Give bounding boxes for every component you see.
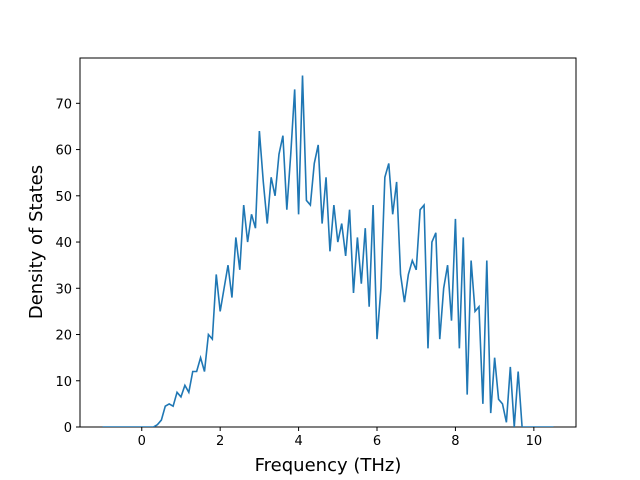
- y-tick-label: 50: [55, 190, 72, 205]
- data-line: [102, 75, 554, 427]
- x-tick-label: 0: [138, 434, 146, 449]
- x-tick-label: 6: [373, 434, 381, 449]
- plot-frame: [79, 57, 577, 428]
- y-tick-label: 20: [55, 329, 72, 344]
- y-tick-label: 60: [55, 144, 72, 159]
- y-tick-label: 40: [55, 236, 72, 251]
- x-tick-label: 10: [526, 434, 543, 449]
- y-tick-label: 10: [55, 375, 72, 390]
- y-tick-label: 70: [55, 97, 72, 112]
- y-tick-label: 0: [64, 421, 72, 436]
- x-tick-label: 2: [216, 434, 224, 449]
- y-axis-label: Density of States: [26, 165, 47, 319]
- x-tick-label: 4: [294, 434, 302, 449]
- x-axis-label: Frequency (THz): [255, 455, 402, 476]
- y-tick-label: 30: [55, 282, 72, 297]
- x-tick-label: 8: [451, 434, 459, 449]
